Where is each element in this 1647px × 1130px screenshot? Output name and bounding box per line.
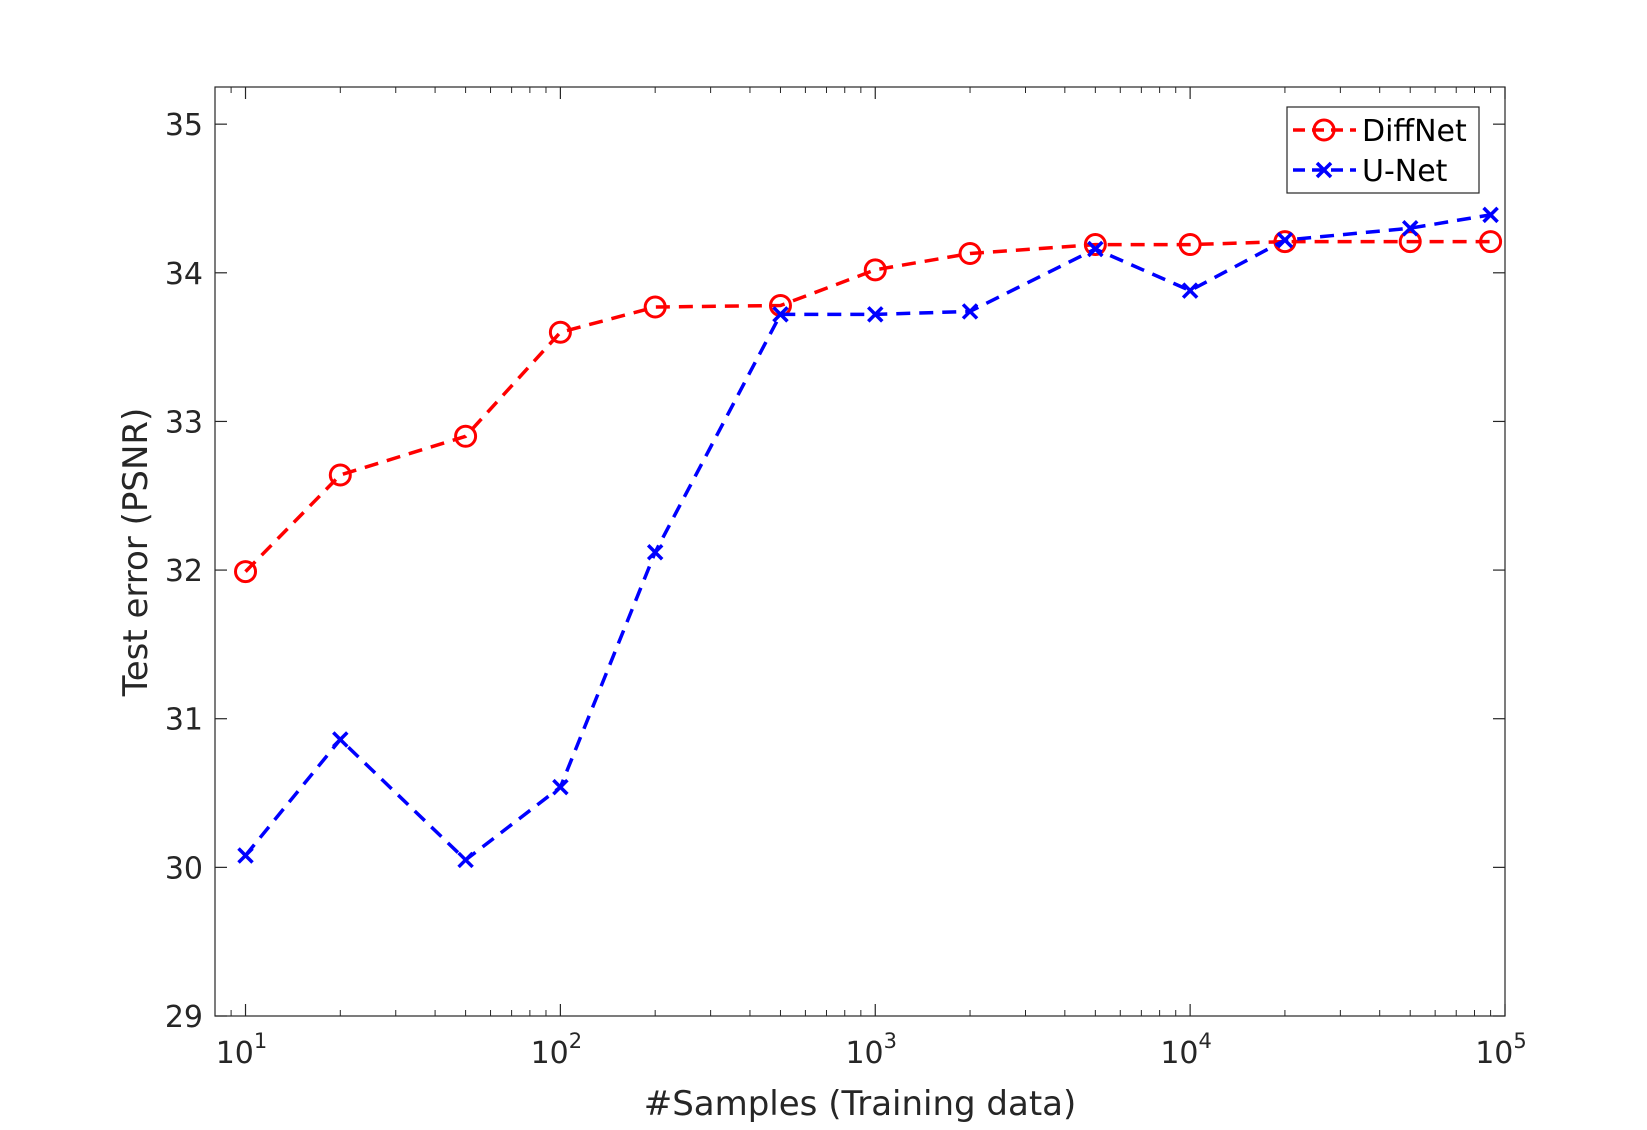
data-point — [867, 306, 884, 323]
x-tick-label: 104 — [1160, 1029, 1212, 1071]
data-point — [643, 295, 667, 319]
legend: DiffNet U-Net — [1286, 106, 1480, 194]
legend-label-diffnet: DiffNet — [1362, 114, 1467, 149]
data-point — [1087, 240, 1104, 258]
data-point — [548, 320, 572, 344]
y-tick-label: 30 — [165, 851, 203, 886]
data-point — [1479, 230, 1503, 254]
data-point — [328, 463, 352, 487]
x-tick-label: 105 — [1475, 1029, 1527, 1071]
data-point — [772, 306, 789, 323]
data-point — [1276, 231, 1294, 249]
data-point — [332, 731, 349, 748]
data-point — [552, 778, 569, 796]
x-tick-label: 103 — [845, 1029, 897, 1071]
data-point — [1482, 206, 1499, 224]
data-point — [1181, 282, 1199, 299]
plot-area — [214, 86, 1506, 1017]
data-point — [1401, 219, 1419, 237]
y-tick-label: 31 — [165, 703, 203, 738]
data-point — [234, 560, 258, 584]
data-point — [1273, 230, 1297, 254]
legend-marker-diffnet — [1312, 118, 1336, 142]
y-tick-label: 33 — [165, 405, 203, 440]
legend-marker-unet — [1315, 161, 1333, 179]
series-line-diffnet — [244, 239, 1491, 573]
data-point — [958, 241, 982, 265]
data-point — [457, 851, 474, 869]
legend-label-unet: U-Net — [1362, 154, 1448, 189]
data-point — [961, 303, 979, 320]
data-point — [1178, 233, 1202, 257]
x-axis-label: #Samples (Training data) — [644, 1084, 1077, 1124]
y-tick-label: 35 — [165, 108, 203, 143]
y-tick-label: 29 — [165, 1000, 203, 1035]
data-point — [237, 847, 254, 864]
y-tick-label: 32 — [165, 554, 203, 589]
data-point — [1398, 230, 1422, 254]
x-tick-label: 102 — [531, 1029, 583, 1071]
x-tick-label: 101 — [216, 1029, 268, 1071]
y-tick-label: 34 — [165, 257, 203, 292]
data-point — [454, 424, 478, 448]
x-axis-ticks: 101 102 103 104 105 — [214, 87, 1527, 1071]
data-point — [863, 258, 887, 282]
data-point — [646, 544, 664, 561]
series-layer — [234, 206, 1503, 869]
data-point — [1083, 233, 1107, 257]
y-axis-label: Test error (PSNR) — [116, 408, 156, 698]
y-axis-ticks: 29 30 31 32 33 34 35 — [165, 108, 1505, 1035]
